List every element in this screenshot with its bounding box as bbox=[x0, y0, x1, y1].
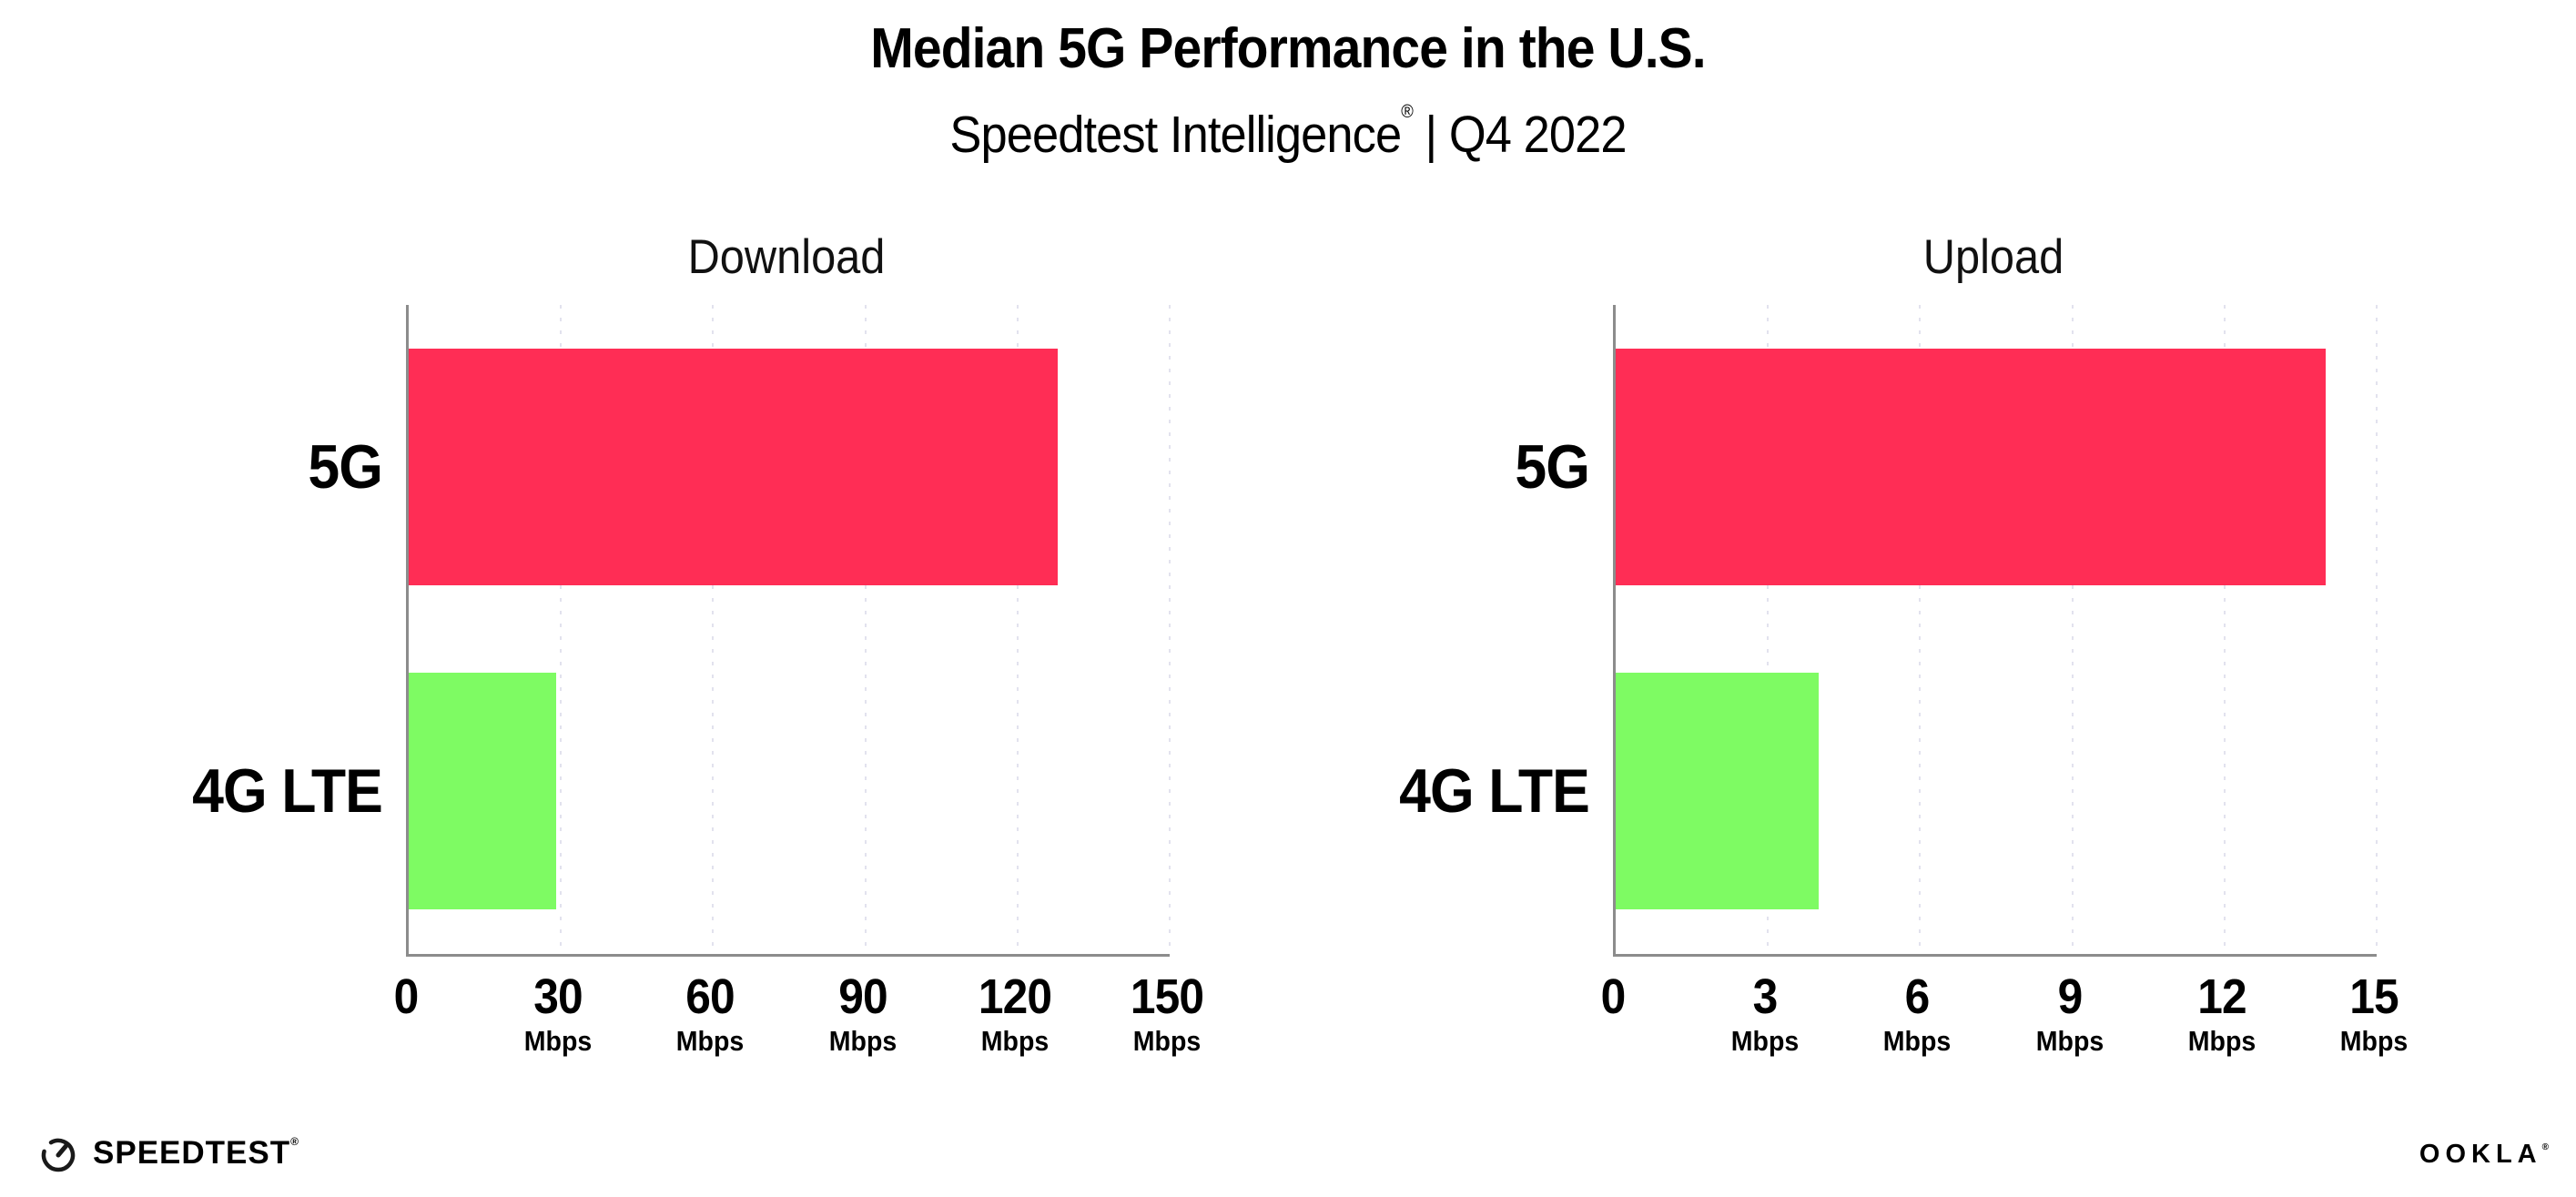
ookla-logo: OOKLA® bbox=[2419, 1140, 2549, 1170]
x-tick-label-upload-0: 0 bbox=[1600, 969, 1627, 1024]
x-tick-label-download-90: 90 Mbps bbox=[828, 970, 896, 1060]
x-tick-label-download-0: 0 bbox=[393, 969, 420, 1024]
gridline-12 bbox=[2223, 305, 2226, 954]
x-tick-label-download-120: 120 Mbps bbox=[978, 969, 1052, 1060]
x-tick-label-upload-3: 3 Mbps bbox=[1731, 970, 1799, 1060]
x-tick-unit: Mbps bbox=[1730, 1025, 1800, 1057]
bar-4g-lte-upload bbox=[1616, 673, 1819, 909]
x-tick-unit: Mbps bbox=[676, 1025, 745, 1057]
download-chart-title: Download bbox=[687, 230, 886, 284]
bar-5g-download bbox=[409, 349, 1059, 585]
x-tick-value: 6 bbox=[1905, 969, 1931, 1024]
x-tick-value: 150 bbox=[1130, 969, 1204, 1024]
gridline-60 bbox=[712, 305, 715, 954]
y-axis-label-5g-download: 5G bbox=[308, 432, 383, 502]
registered-trademark-icon: ® bbox=[2541, 1142, 2549, 1152]
speedtest-wordmark: SPEEDTEST® bbox=[93, 1135, 299, 1171]
x-tick-value: 3 bbox=[1752, 969, 1779, 1024]
registered-trademark-icon: ® bbox=[1401, 102, 1414, 122]
x-tick-unit: Mbps bbox=[2339, 1025, 2409, 1057]
x-tick-label-upload-9: 9 Mbps bbox=[2035, 970, 2103, 1060]
gridline-3 bbox=[1767, 305, 1770, 954]
gridline-120 bbox=[1016, 305, 1019, 954]
x-tick-value: 60 bbox=[685, 969, 735, 1024]
x-tick-label-download-60: 60 Mbps bbox=[676, 970, 744, 1060]
upload-chart: Upload 0 3 Mbps 6 Mbps 9 Mbps 12 Mbps 15 Mbps 5G 4G … bbox=[1207, 229, 2408, 1140]
x-tick-unit: Mbps bbox=[2187, 1025, 2257, 1057]
x-tick-value: 120 bbox=[978, 969, 1052, 1024]
x-tick-value: 12 bbox=[2197, 969, 2246, 1024]
x-tick-unit: Mbps bbox=[2035, 1025, 2104, 1057]
x-tick-value: 0 bbox=[393, 969, 420, 1024]
x-tick-label-upload-12: 12 Mbps bbox=[2188, 970, 2256, 1060]
subtitle-brand: Speedtest Intelligence bbox=[949, 106, 1402, 164]
x-tick-unit: Mbps bbox=[1883, 1025, 1952, 1057]
gridline-9 bbox=[2071, 305, 2074, 954]
x-tick-value: 30 bbox=[533, 969, 583, 1024]
y-axis-label-5g-upload: 5G bbox=[1515, 432, 1590, 502]
x-tick-value: 90 bbox=[837, 969, 887, 1024]
y-axis-label-4g-lte-download: 4G LTE bbox=[192, 756, 383, 826]
x-tick-unit: Mbps bbox=[523, 1025, 593, 1057]
upload-plot-area bbox=[1613, 305, 2378, 957]
x-tick-label-download-150: 150 Mbps bbox=[1130, 969, 1204, 1060]
x-tick-value: 15 bbox=[2349, 969, 2399, 1024]
y-axis-label-4g-lte-upload: 4G LTE bbox=[1399, 756, 1590, 826]
x-tick-unit: Mbps bbox=[980, 1025, 1050, 1057]
gridline-150 bbox=[1169, 305, 1171, 954]
gridline-15 bbox=[2376, 305, 2378, 954]
ookla-wordmark: OOKLA bbox=[2419, 1140, 2542, 1169]
speedtest-gauge-icon bbox=[36, 1131, 80, 1175]
gridline-30 bbox=[560, 305, 563, 954]
gridline-90 bbox=[864, 305, 867, 954]
x-tick-label-upload-15: 15 Mbps bbox=[2340, 970, 2408, 1060]
x-tick-label-upload-6: 6 Mbps bbox=[1883, 970, 1951, 1060]
x-tick-value: 9 bbox=[2057, 969, 2083, 1024]
speedtest-logo: SPEEDTEST® bbox=[36, 1131, 299, 1175]
bar-4g-lte-download bbox=[409, 673, 556, 909]
download-plot-area bbox=[406, 305, 1171, 957]
x-tick-unit: Mbps bbox=[1132, 1025, 1202, 1057]
x-tick-label-download-30: 30 Mbps bbox=[524, 970, 592, 1060]
page-subtitle: Speedtest Intelligence® | Q4 2022 bbox=[103, 102, 2473, 165]
gridline-6 bbox=[1919, 305, 1922, 954]
registered-trademark-icon: ® bbox=[290, 1135, 299, 1148]
page-title: Median 5G Performance in the U.S. bbox=[870, 17, 1706, 80]
bar-5g-upload bbox=[1616, 349, 2327, 585]
download-chart: Download 0 30 Mbps 60 Mbps 90 Mbps 120 Mbps 150 Mb… bbox=[0, 229, 1204, 1140]
x-tick-value: 0 bbox=[1600, 969, 1627, 1024]
upload-chart-title: Upload bbox=[1922, 230, 2064, 284]
x-tick-unit: Mbps bbox=[828, 1025, 897, 1057]
subtitle-period: | Q4 2022 bbox=[1412, 106, 1627, 164]
